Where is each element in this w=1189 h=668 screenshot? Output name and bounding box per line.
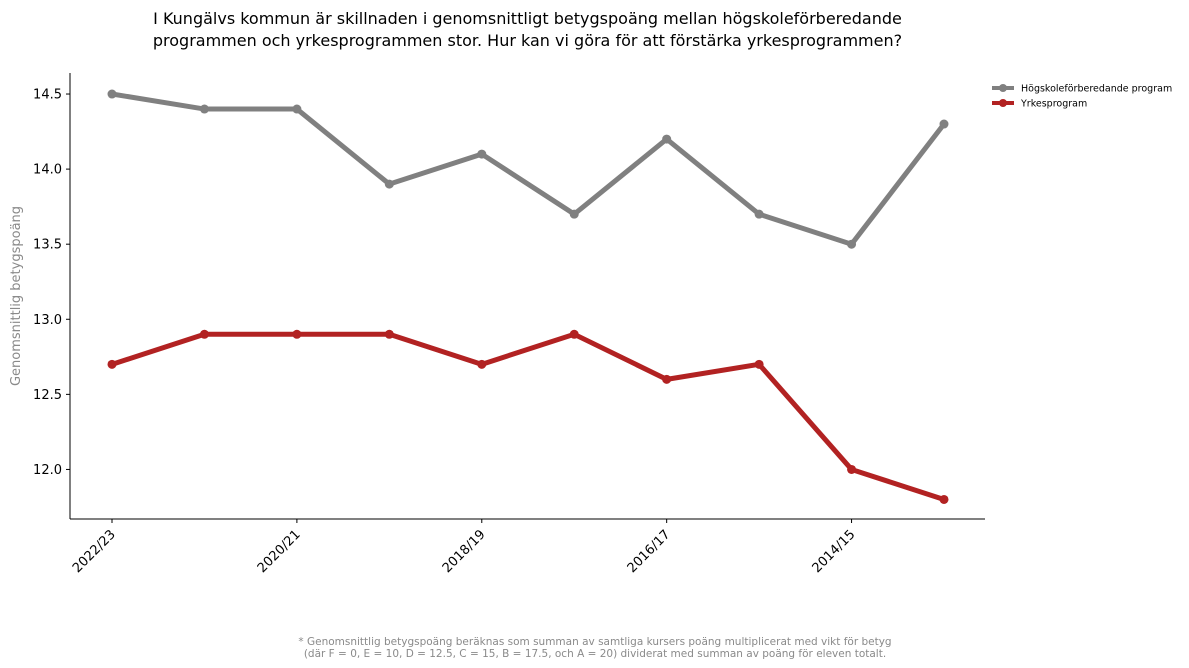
x-tick-label: 2020/21: [255, 527, 304, 576]
legend-label: Högskoleförberedande program: [1021, 84, 1172, 95]
y-tick-label: 13.5: [33, 238, 62, 253]
y-tick-label: 12.0: [33, 463, 62, 478]
data-point: [384, 179, 394, 189]
data-point: [662, 374, 672, 384]
y-tick-label: 14.0: [33, 163, 62, 178]
x-tick-label: 2018/19: [440, 527, 489, 576]
legend-swatch-marker: [999, 84, 1007, 92]
data-point: [569, 329, 579, 339]
footnote-line-2: (där F = 0, E = 10, D = 12.5, C = 15, B …: [303, 648, 887, 660]
chart-footnote: * Genomsnittlig betygspoäng beräknas som…: [190, 636, 1000, 660]
data-point: [939, 119, 949, 129]
x-tick-label: 2014/15: [810, 527, 859, 576]
data-point: [939, 494, 949, 504]
y-tick-label: 13.0: [33, 313, 62, 328]
data-point: [292, 104, 302, 114]
chart-title-line-2: programmen och yrkesprogrammen stor. Hur…: [152, 31, 903, 50]
x-tick-label: 2022/23: [70, 527, 119, 576]
y-tick-label: 12.5: [33, 388, 62, 403]
data-point: [569, 209, 579, 219]
data-point: [847, 239, 857, 249]
data-point: [662, 134, 672, 144]
data-point: [477, 149, 487, 159]
data-point: [199, 104, 209, 114]
data-point: [107, 359, 117, 369]
chart-title-line-1: I Kungälvs kommun är skillnaden i genoms…: [153, 9, 902, 28]
y-axis-label: Genomsnittlig betygspoäng: [9, 206, 24, 386]
legend-label: Yrkesprogram: [1020, 99, 1087, 110]
data-point: [384, 329, 394, 339]
chart-title: I Kungälvs kommun är skillnaden i genoms…: [0, 8, 1055, 52]
data-point: [107, 89, 117, 99]
series-line-2: [111, 331, 945, 502]
data-point: [477, 359, 487, 369]
data-point: [754, 209, 764, 219]
y-tick-label: 14.5: [33, 88, 62, 103]
footnote-line-1: * Genomsnittlig betygspoäng beräknas som…: [298, 636, 892, 648]
data-point: [847, 464, 857, 474]
data-point: [199, 329, 209, 339]
x-tick-label: 2016/17: [625, 527, 674, 576]
data-point: [292, 329, 302, 339]
data-point: [754, 359, 764, 369]
legend-swatch-marker: [999, 99, 1007, 107]
series-line-1: [111, 91, 946, 248]
